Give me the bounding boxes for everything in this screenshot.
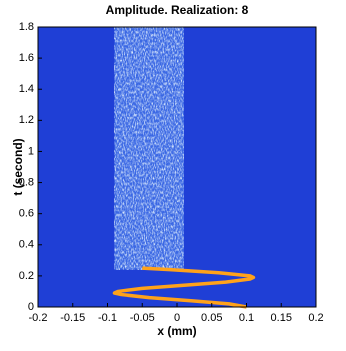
- y-tick-label: 0: [28, 301, 34, 313]
- y-tick-label: 1.2: [19, 114, 34, 126]
- x-tick-label: -0.05: [130, 312, 155, 324]
- y-tick-label: 1.6: [19, 52, 34, 64]
- x-tick-label: -0.1: [98, 312, 117, 324]
- chart-title: Amplitude. Realization: 8: [106, 3, 249, 17]
- y-tick-label: 1: [28, 145, 34, 157]
- x-tick-label: 0.15: [271, 312, 292, 324]
- x-axis-label: x (mm): [157, 324, 196, 338]
- x-tick-label: 0.05: [201, 312, 222, 324]
- x-tick-label: -0.15: [60, 312, 85, 324]
- y-tick-label: 0.2: [19, 270, 34, 282]
- band-texture: [114, 27, 184, 270]
- x-tick-label: 0.1: [239, 312, 254, 324]
- curve: [112, 266, 256, 309]
- x-tick-label: 0: [174, 312, 180, 324]
- y-tick-label: 1.8: [19, 21, 34, 33]
- y-axis-label: t (second): [11, 138, 25, 195]
- y-tick-label: 0.6: [19, 208, 34, 220]
- x-tick-label: -0.2: [29, 312, 48, 324]
- x-tick-label: 0.2: [308, 312, 323, 324]
- y-tick-label: 0.8: [19, 176, 34, 188]
- y-tick-label: 0.4: [19, 239, 34, 251]
- y-tick-label: 1.4: [19, 83, 34, 95]
